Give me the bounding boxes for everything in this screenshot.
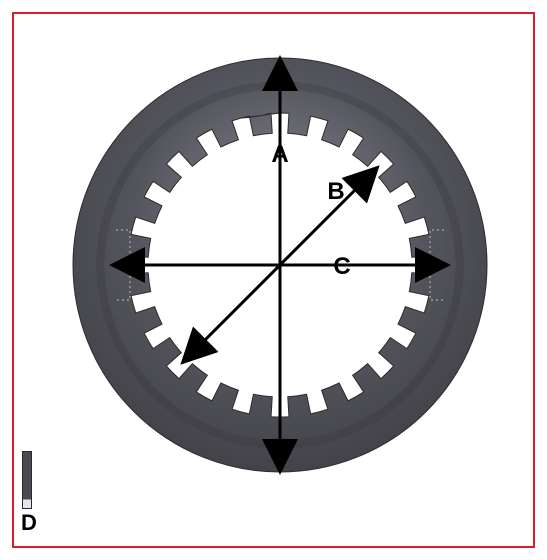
label-c: C bbox=[333, 253, 350, 281]
label-a: A bbox=[271, 141, 288, 169]
label-b: B bbox=[327, 178, 344, 206]
label-d: D bbox=[21, 510, 37, 536]
clutch-plate-diagram bbox=[0, 0, 547, 560]
diagram-stage: A B C D bbox=[0, 0, 547, 560]
thickness-indicator bbox=[23, 452, 31, 508]
center-point bbox=[278, 263, 282, 267]
